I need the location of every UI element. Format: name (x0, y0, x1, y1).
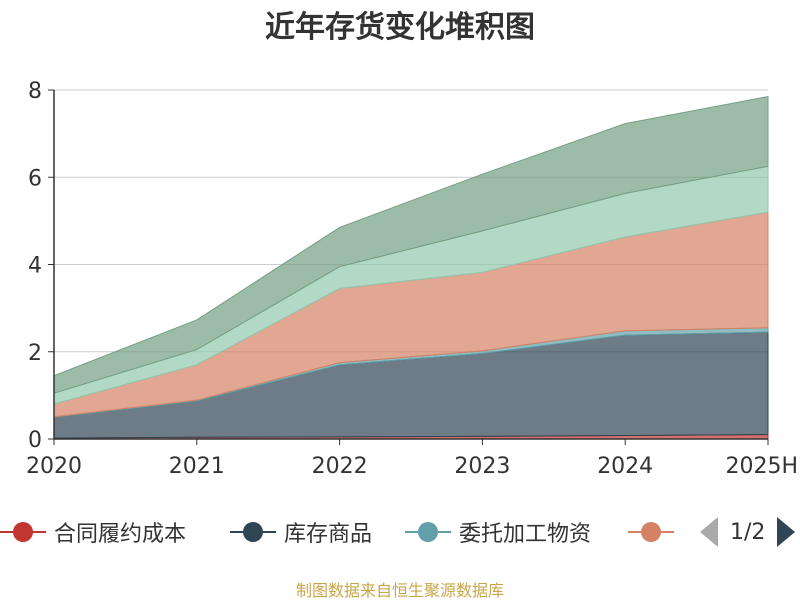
x-tick-label: 2024 (597, 454, 653, 479)
legend-item[interactable]: 委托加工物资 (405, 516, 591, 548)
legend-marker-icon (230, 520, 276, 544)
x-tick-label: 2025H (725, 454, 798, 479)
legend-label: 库存商品 (284, 522, 373, 547)
legend-item[interactable]: 库存商品 (230, 516, 372, 548)
x-tick-label: 2020 (26, 454, 82, 479)
source-note: 制图数据来自恒生聚源数据库 (295, 581, 504, 600)
legend-marker-icon (0, 520, 46, 544)
legend-item[interactable]: 合同履约成本 (0, 516, 186, 548)
area-series (53, 95, 769, 440)
legend-marker-icon (405, 520, 451, 544)
chart-title: 近年存货变化堆积图 (265, 10, 535, 45)
y-tick-label: 0 (28, 428, 42, 453)
y-tick-label: 4 (28, 254, 42, 279)
x-tick-label: 2022 (312, 454, 368, 479)
legend-item[interactable] (628, 516, 682, 548)
y-tick-label: 6 (28, 166, 42, 191)
legend-page-indicator: 1/2 (730, 519, 766, 545)
area-series-6[interactable] (53, 95, 769, 394)
legend-prev-page-icon[interactable] (700, 517, 718, 547)
legend-next-page-icon[interactable] (777, 517, 796, 547)
legend-label: 委托加工物资 (459, 522, 592, 547)
legend-label: 合同履约成本 (54, 522, 187, 547)
x-tick-label: 2023 (454, 454, 510, 479)
legend-marker-icon (628, 520, 674, 544)
y-tick-label: 8 (28, 79, 42, 104)
y-tick-label: 2 (28, 341, 42, 366)
legend: 合同履约成本 库存商品 委托加工物资 1/2 (0, 512, 800, 552)
legend-pager: 1/2 (700, 516, 796, 548)
axes: 0 2 4 6 8 2020 2021 2022 2023 2024 2025H (26, 79, 798, 479)
stacked-area-chart: 0 2 4 6 8 2020 2021 2022 2023 2024 2025H (26, 79, 798, 479)
x-tick-label: 2021 (169, 454, 225, 479)
